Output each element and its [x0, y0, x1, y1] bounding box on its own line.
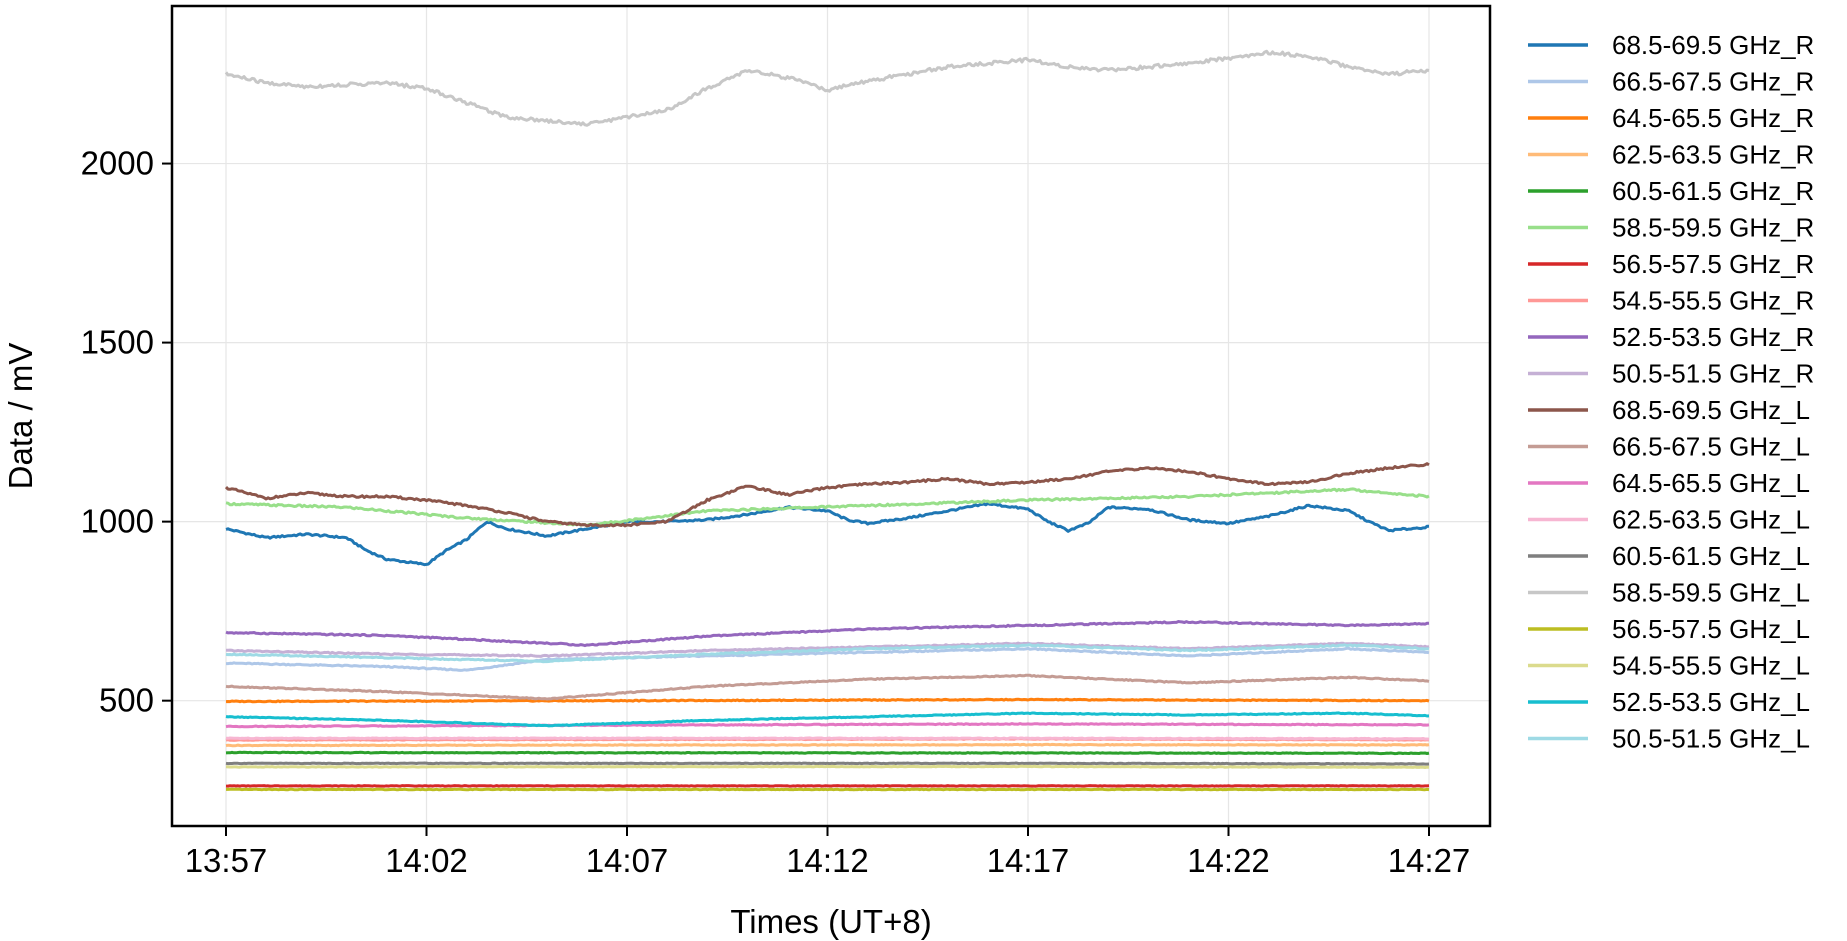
x-tick-label: 14:12	[786, 842, 869, 879]
series-line	[226, 784, 1430, 788]
y-axis-label: Data / mV	[2, 343, 39, 490]
plot-frame	[170, 4, 1492, 828]
x-axis: 13:57 14:02 14:07 14:12 14:17 14:22 14:27	[185, 826, 1471, 879]
series-line	[225, 487, 1430, 528]
y-tick-label: 1500	[81, 324, 154, 361]
legend-entry: 56.5-57.5 GHz_L	[1612, 614, 1810, 644]
legend-entry: 52.5-53.5 GHz_L	[1612, 687, 1810, 717]
legend-entry: 64.5-65.5 GHz_R	[1612, 103, 1814, 133]
y-tick-label: 2000	[81, 145, 154, 182]
legend-entry: 62.5-63.5 GHz_R	[1612, 140, 1814, 170]
legend-entry: 60.5-61.5 GHz_R	[1612, 176, 1814, 206]
x-axis-label: Times (UT+8)	[730, 903, 931, 940]
series-line	[225, 722, 1430, 729]
y-tick-label: 1000	[81, 503, 154, 540]
series-line	[224, 49, 1430, 127]
y-axis: 500 1000 1500 2000	[81, 145, 172, 719]
legend-entry: 64.5-65.5 GHz_L	[1612, 468, 1810, 498]
legend-entry: 56.5-57.5 GHz_R	[1612, 249, 1814, 279]
series-line	[225, 697, 1430, 704]
series-line	[225, 750, 1430, 756]
series-line	[225, 761, 1430, 766]
y-tick-label: 500	[99, 682, 154, 719]
series-line	[225, 620, 1430, 648]
legend-entry: 66.5-67.5 GHz_R	[1612, 67, 1814, 97]
legend-entry: 50.5-51.5 GHz_R	[1612, 359, 1814, 389]
legend-entry: 50.5-51.5 GHz_L	[1612, 724, 1810, 754]
legend-entry: 54.5-55.5 GHz_L	[1612, 651, 1810, 681]
x-tick-label: 14:02	[385, 842, 468, 879]
series-line	[226, 787, 1430, 792]
x-tick-label: 14:27	[1388, 842, 1471, 879]
series-line	[226, 646, 1430, 672]
series-layer	[224, 49, 1430, 792]
legend-entry: 68.5-69.5 GHz_L	[1612, 395, 1810, 425]
x-tick-label: 14:07	[586, 842, 669, 879]
legend-entry: 60.5-61.5 GHz_L	[1612, 541, 1810, 571]
x-tick-label: 13:57	[185, 842, 268, 879]
series-line	[225, 711, 1430, 728]
legend-entry: 58.5-59.5 GHz_L	[1612, 578, 1810, 608]
series-line	[225, 643, 1430, 664]
series-line	[224, 462, 1430, 528]
series-line	[225, 502, 1429, 567]
legend-entry: 66.5-67.5 GHz_L	[1612, 432, 1810, 462]
legend-entry: 54.5-55.5 GHz_R	[1612, 286, 1814, 316]
legend: 68.5-69.5 GHz_R 66.5-67.5 GHz_R 64.5-65.5 …	[1528, 30, 1814, 754]
legend-entry: 62.5-63.5 GHz_L	[1612, 505, 1810, 535]
series-line	[226, 736, 1430, 741]
grid-layer	[172, 6, 1490, 826]
x-tick-label: 14:17	[987, 842, 1070, 879]
legend-entry: 68.5-69.5 GHz_R	[1612, 30, 1814, 60]
series-line	[225, 742, 1430, 748]
series-line	[225, 673, 1430, 701]
legend-entry: 58.5-59.5 GHz_R	[1612, 213, 1814, 243]
series-line	[225, 764, 1430, 769]
x-tick-label: 14:22	[1187, 842, 1270, 879]
legend-entry: 52.5-53.5 GHz_R	[1612, 322, 1814, 352]
